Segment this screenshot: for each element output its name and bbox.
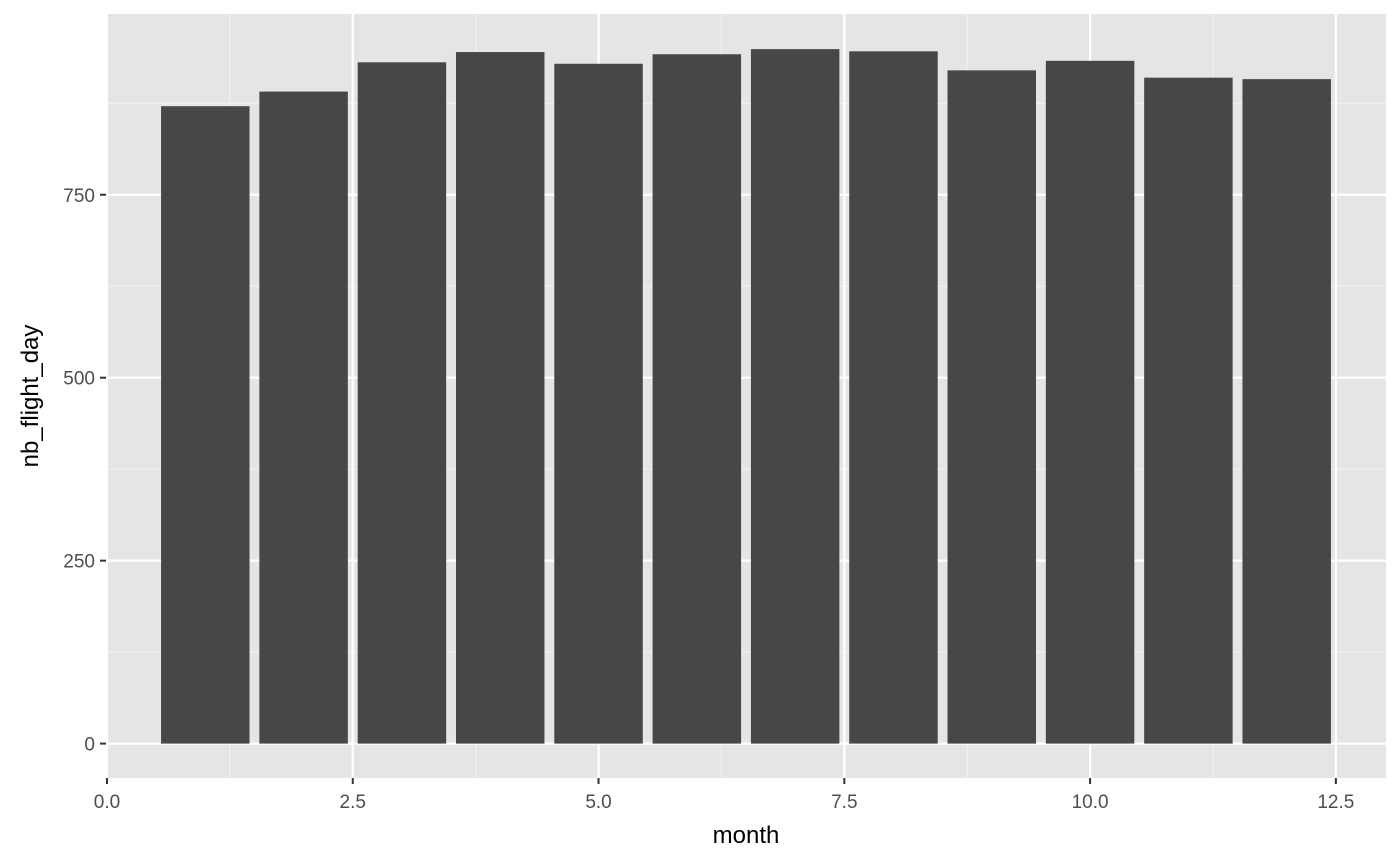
x-tick-label: 0.0 (94, 792, 120, 813)
x-tick-label: 10.0 (1072, 792, 1109, 813)
bar-month-6 (652, 54, 742, 744)
bar-month-11 (1144, 77, 1233, 744)
y-axis-ticks: 0 250 500 750 (63, 186, 106, 756)
bar-month-5 (554, 63, 643, 744)
bar-month-8 (849, 51, 938, 744)
x-tick-label: 12.5 (1317, 792, 1354, 813)
bar-month-2 (259, 91, 348, 744)
y-axis-title: nb_flight_day (17, 325, 44, 468)
bar-month-7 (750, 49, 840, 744)
y-tick-label: 750 (63, 186, 95, 207)
bar-month-12 (1242, 79, 1331, 744)
x-tick-label: 5.0 (585, 792, 611, 813)
bar-month-10 (1045, 60, 1135, 744)
x-tick-label: 2.5 (340, 792, 366, 813)
x-axis-ticks: 0.0 2.5 5.0 7.5 10.0 12.5 (94, 778, 1354, 813)
x-axis-title: month (713, 822, 780, 849)
bars (161, 49, 1331, 744)
y-tick-label: 0 (84, 735, 95, 756)
x-tick-label: 7.5 (831, 792, 857, 813)
y-tick-label: 500 (63, 369, 95, 390)
bar-month-1 (161, 106, 250, 744)
y-tick-label: 250 (63, 552, 95, 573)
bar-month-3 (357, 62, 447, 744)
bar-month-9 (947, 70, 1037, 744)
bar-month-4 (455, 52, 545, 744)
